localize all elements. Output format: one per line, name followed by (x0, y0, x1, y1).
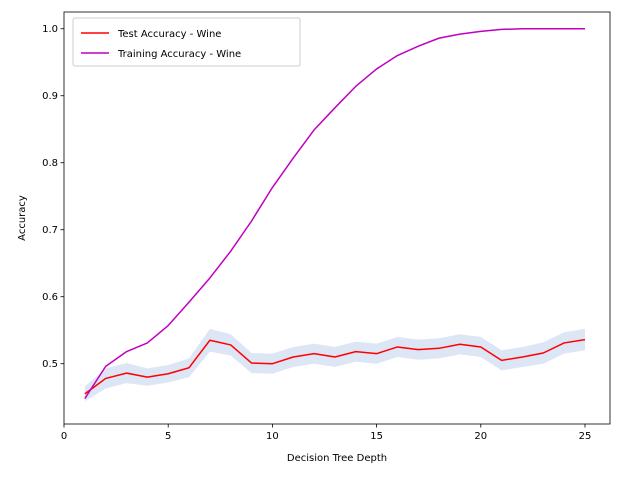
legend-box (72, 17, 301, 67)
band-series-0 (84, 328, 585, 402)
confidence-bands (84, 328, 585, 402)
y-tick-label: 0.5 (42, 359, 58, 370)
y-axis-label: Accuracy (17, 195, 28, 241)
x-tick-label: 25 (579, 431, 592, 442)
x-tick-label: 5 (165, 431, 171, 442)
y-tick-label: 1.0 (42, 24, 58, 35)
x-tick-label: 0 (61, 431, 67, 442)
x-tick-label: 10 (266, 431, 279, 442)
series-lines (84, 28, 586, 399)
line-series-1 (84, 28, 585, 399)
legend-label-training: Training Accuracy - Wine (117, 49, 241, 60)
x-tick-label: 20 (474, 431, 487, 442)
y-axis-ticks: 0.5 0.6 0.7 0.8 0.9 1.0 (42, 24, 64, 370)
plot-frame (63, 11, 611, 425)
x-axis-ticks: 0 5 10 15 20 25 (61, 424, 592, 442)
y-tick-label: 0.8 (42, 158, 58, 169)
y-tick-label: 0.6 (42, 292, 58, 303)
x-tick-label: 15 (370, 431, 383, 442)
line-series-0 (84, 338, 586, 395)
y-tick-label: 0.9 (42, 91, 58, 102)
x-axis-label: Decision Tree Depth (287, 453, 387, 464)
y-tick-label: 0.7 (42, 225, 58, 236)
legend-label-test: Test Accuracy - Wine (117, 29, 221, 40)
legend: Test Accuracy - Wine Training Accuracy -… (72, 17, 301, 67)
